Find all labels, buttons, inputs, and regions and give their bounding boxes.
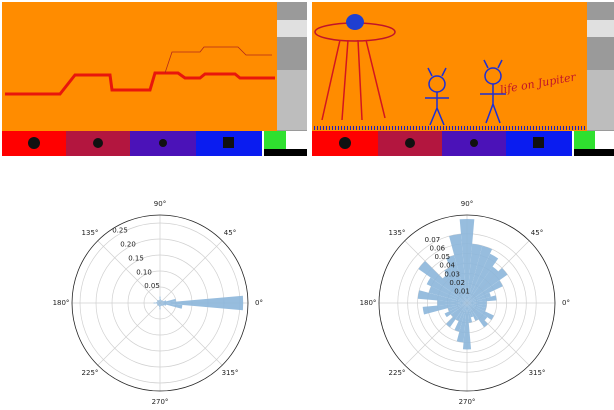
play-button[interactable] [264,131,286,149]
radial-label: 0.03 [444,270,460,278]
brush-icon [470,139,478,147]
angle-label: 90° [461,200,473,208]
angle-label: 0° [255,299,263,307]
mail-button[interactable] [595,131,614,149]
status-bar [264,149,307,156]
angle-label: 180° [360,299,377,307]
radial-label: 0.02 [449,279,465,287]
angle-label: 135° [82,229,99,237]
angle-label: 225° [389,369,406,377]
tool-button[interactable] [587,70,614,130]
bar [160,296,243,311]
radial-label: 0.07 [425,236,441,244]
radial-label: 0.01 [454,287,470,295]
angle-label: 0° [562,299,570,307]
brush-icon [28,137,40,149]
brush-icon [405,138,415,148]
radial-label: 0.05 [144,282,160,290]
ufo-dome [346,14,364,30]
angle-label: 270° [459,398,476,406]
radial-label: 0.25 [112,227,128,235]
mail-button[interactable] [286,131,307,149]
radial-label: 0.05 [434,253,450,261]
brush-icon [159,139,167,147]
radial-label: 0.20 [120,241,136,249]
tool-button[interactable] [277,70,307,130]
app-screenshot-right: life on Jupiter [312,2,614,156]
radial-label: 0.15 [128,254,144,262]
angle-label: 90° [154,200,166,208]
angle-label: 315° [222,369,239,377]
angle-label: 45° [531,229,543,237]
app-screenshot-left [2,2,307,156]
canvas [2,2,277,131]
radial-label: 0.10 [136,268,152,276]
grid-spoke [160,241,222,303]
grid-spoke [98,303,160,365]
radial-label: 0.04 [439,262,455,270]
brush-icon [533,137,544,148]
play-button[interactable] [574,131,595,149]
figure: life on Jupiter 0° 45° 90° 135° 180° 225° 270°… [0,0,614,410]
angle-label: 45° [224,229,236,237]
angle-label: 180° [53,299,70,307]
brush-icon [339,137,351,149]
angle-label: 315° [529,369,546,377]
angle-label: 135° [389,229,406,237]
grid-spoke [160,303,222,365]
status-bar [574,149,614,156]
radial-label: 0.06 [430,245,446,253]
brush-icon [223,137,234,148]
brush-icon [93,138,103,148]
tool-button[interactable] [587,20,614,37]
tool-button[interactable] [277,20,307,37]
angle-label: 225° [82,369,99,377]
angle-label: 270° [152,398,169,406]
